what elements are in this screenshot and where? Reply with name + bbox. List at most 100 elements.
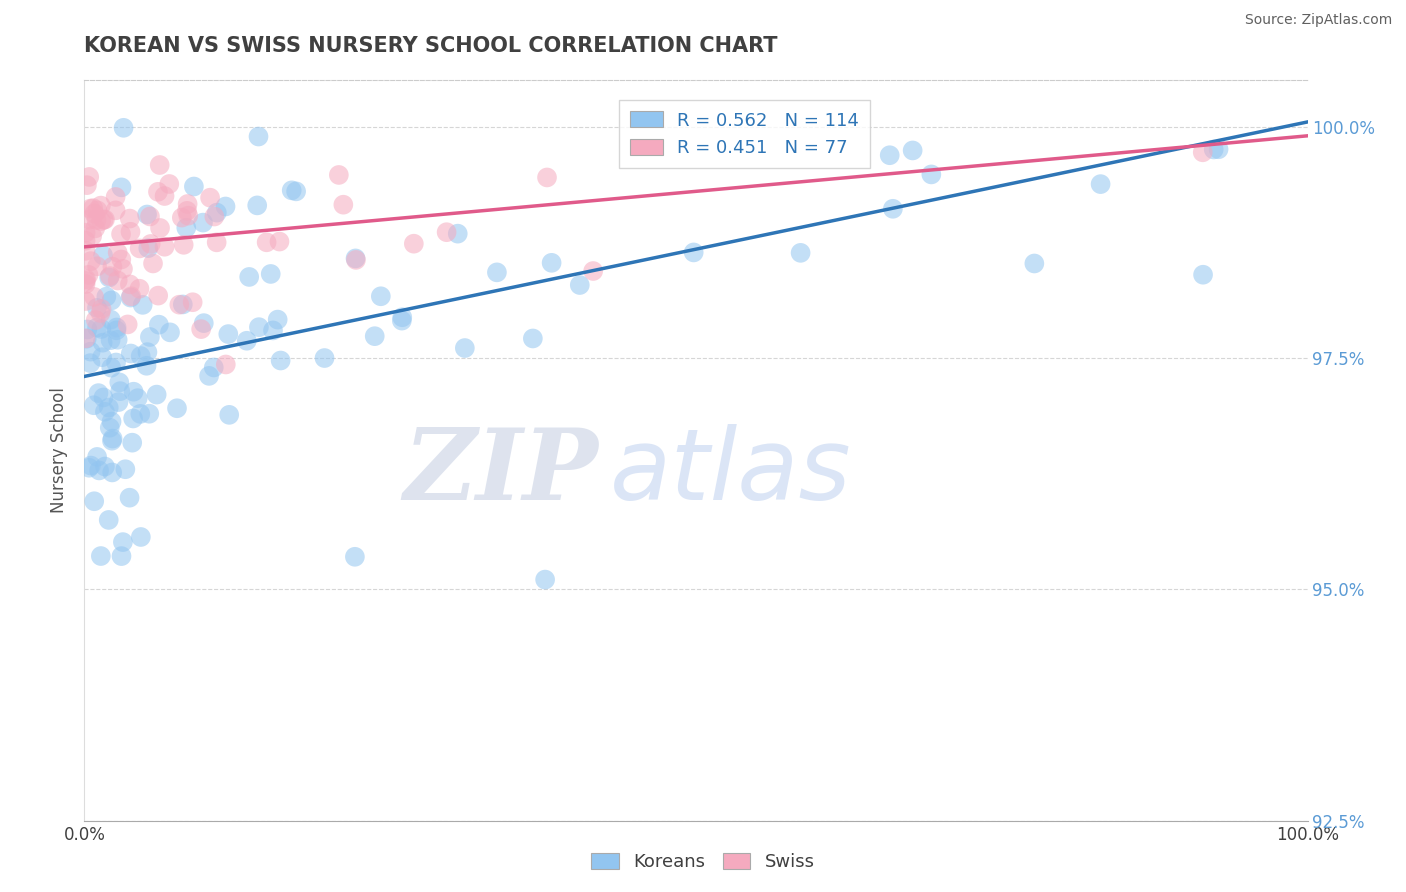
Point [454, 341, 477, 355]
Point [536, 170, 558, 185]
Point [93, 391, 115, 405]
Point [879, 148, 901, 162]
Point [157, 177, 180, 191]
Point [75, 274, 97, 288]
Point [131, 298, 153, 312]
Point [114, 462, 136, 476]
Point [112, 120, 135, 135]
Point [485, 265, 508, 279]
Point [436, 225, 458, 239]
Point [91, 335, 114, 350]
Point [105, 355, 128, 369]
Point [91, 350, 114, 364]
Point [205, 235, 228, 250]
Point [94, 405, 117, 419]
Point [128, 242, 150, 256]
Point [447, 227, 470, 241]
Point [238, 269, 260, 284]
Point [118, 277, 141, 292]
Point [129, 407, 152, 421]
Point [129, 349, 152, 363]
Point [218, 408, 240, 422]
Point [247, 129, 270, 144]
Point [159, 326, 181, 340]
Point [76, 322, 98, 336]
Point [84, 313, 107, 327]
Point [534, 573, 557, 587]
Point [110, 227, 132, 241]
Point [139, 330, 162, 344]
Point [94, 459, 117, 474]
Point [148, 318, 170, 332]
Point [176, 203, 198, 218]
Point [177, 209, 200, 223]
Point [82, 201, 104, 215]
Point [364, 329, 387, 343]
Point [1024, 256, 1046, 270]
Point [79, 202, 101, 216]
Point [100, 333, 122, 347]
Point [193, 316, 215, 330]
Point [86, 301, 108, 315]
Point [107, 273, 129, 287]
Point [86, 320, 108, 334]
Point [100, 312, 122, 326]
Point [269, 235, 291, 249]
Point [83, 398, 105, 412]
Point [86, 203, 108, 218]
Point [391, 313, 413, 327]
Text: KOREAN VS SWISS NURSERY SCHOOL CORRELATION CHART: KOREAN VS SWISS NURSERY SCHOOL CORRELATI… [84, 36, 778, 55]
Point [391, 310, 413, 325]
Point [122, 384, 145, 399]
Point [79, 344, 101, 359]
Point [183, 179, 205, 194]
Point [75, 226, 97, 240]
Point [83, 290, 105, 304]
Point [118, 491, 141, 505]
Point [110, 549, 132, 563]
Point [522, 331, 544, 345]
Point [118, 211, 141, 226]
Point [100, 293, 122, 308]
Point [120, 291, 142, 305]
Point [138, 407, 160, 421]
Point [76, 332, 98, 346]
Point [136, 207, 159, 221]
Point [129, 530, 152, 544]
Point [75, 244, 97, 258]
Point [202, 210, 225, 224]
Point [181, 295, 204, 310]
Point [582, 264, 605, 278]
Point [79, 356, 101, 370]
Text: Source: ZipAtlas.com: Source: ZipAtlas.com [1244, 13, 1392, 28]
Point [246, 198, 269, 212]
Point [198, 368, 221, 383]
Point [96, 290, 118, 304]
Point [343, 549, 366, 564]
Y-axis label: Nursery School: Nursery School [51, 387, 69, 514]
Legend: Koreans, Swiss: Koreans, Swiss [585, 846, 821, 879]
Point [90, 198, 112, 212]
Point [247, 320, 270, 334]
Point [128, 282, 150, 296]
Point [153, 240, 176, 254]
Point [344, 252, 367, 266]
Point [920, 168, 942, 182]
Point [202, 360, 225, 375]
Point [80, 254, 103, 268]
Point [117, 318, 139, 332]
Point [142, 256, 165, 270]
Point [84, 221, 107, 235]
Point [215, 358, 238, 372]
Point [110, 384, 132, 399]
Point [205, 205, 228, 219]
Point [1202, 143, 1225, 157]
Point [270, 353, 292, 368]
Point [89, 306, 111, 320]
Point [121, 435, 143, 450]
Text: ZIP: ZIP [404, 425, 598, 521]
Point [172, 297, 194, 311]
Point [86, 450, 108, 464]
Point [120, 346, 142, 360]
Point [86, 260, 108, 274]
